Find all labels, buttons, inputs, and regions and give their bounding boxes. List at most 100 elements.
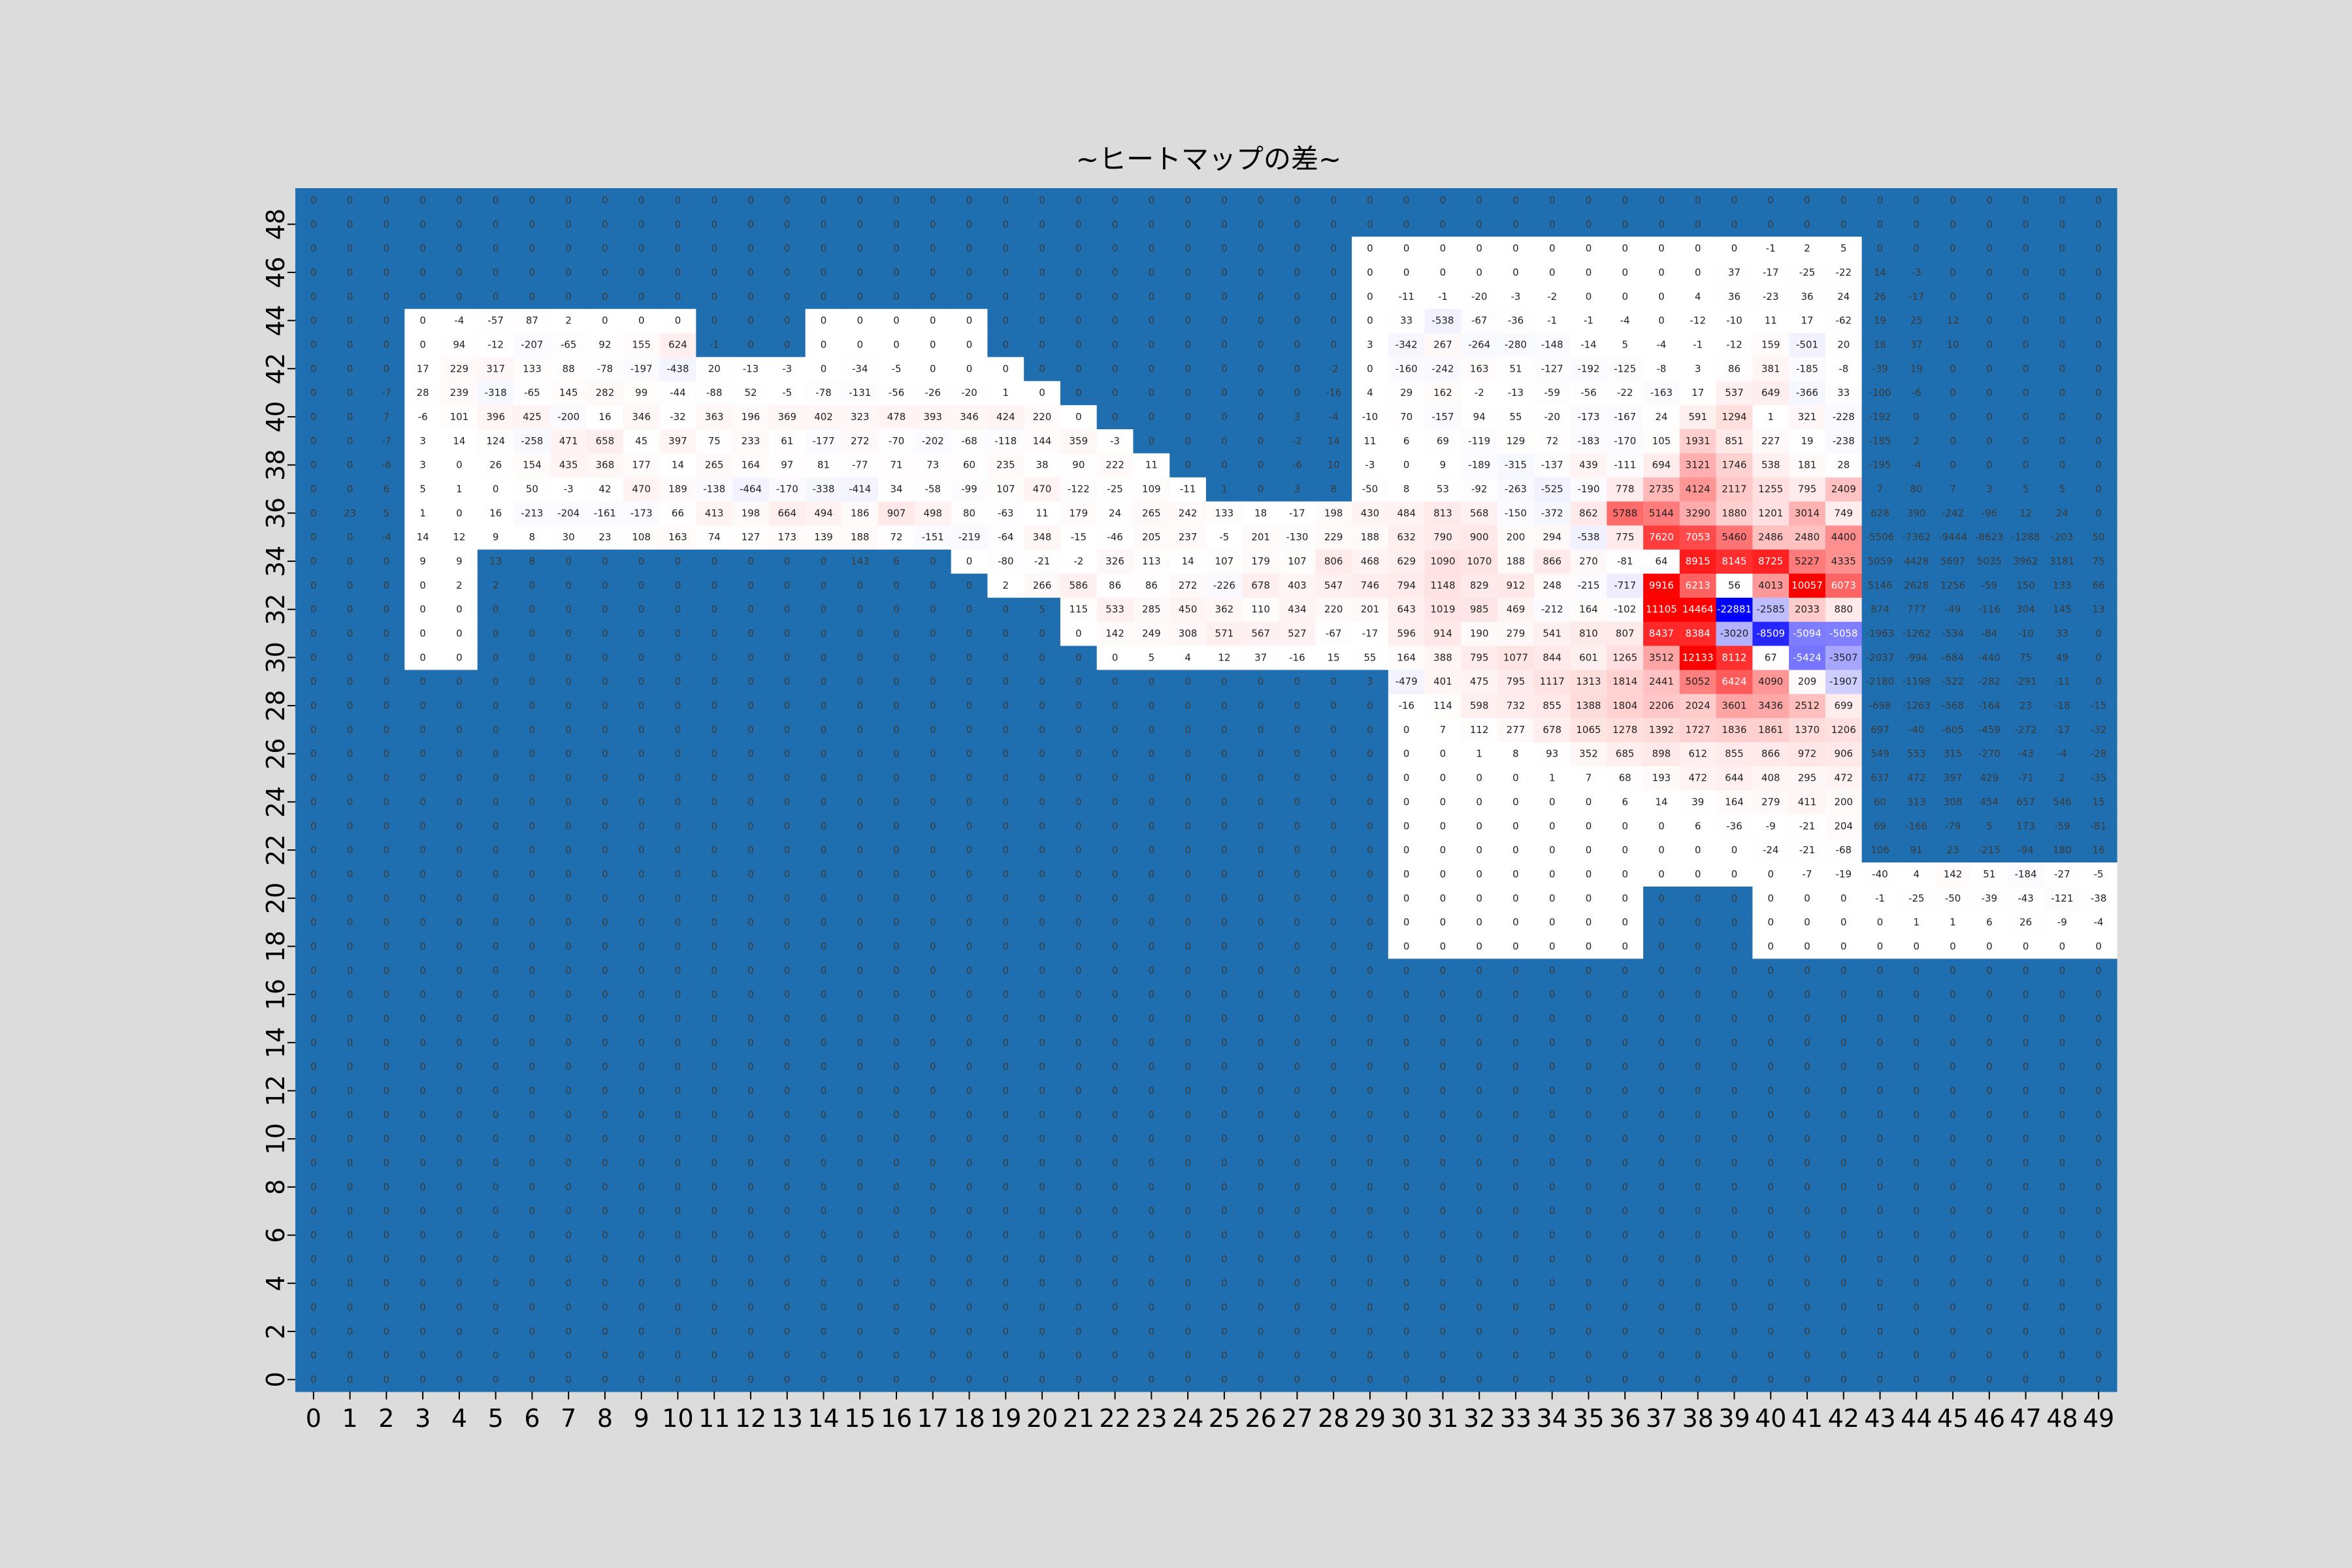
cell-value-label: 0: [711, 844, 717, 856]
heatmap-cell: [1533, 982, 1571, 1007]
cell-value-label: 1: [1221, 483, 1228, 495]
heatmap-cell: [441, 1006, 478, 1031]
heatmap-cell: [2044, 1319, 2081, 1344]
heatmap-cell: [550, 1030, 587, 1055]
cell-value-label: 3181: [2050, 555, 2074, 567]
heatmap-cell: [1352, 813, 1389, 839]
cell-value-label: 0: [1804, 917, 1810, 928]
cell-value-label: 0: [1039, 676, 1045, 687]
heatmap-cell: [514, 862, 551, 887]
heatmap-cell: [1133, 838, 1170, 863]
cell-value-label: 0: [747, 267, 754, 278]
heatmap-cell: [951, 910, 988, 935]
heatmap-cell: [914, 1079, 952, 1103]
heatmap-cell: [1679, 766, 1717, 791]
cell-value-label: 0: [1039, 988, 1045, 1000]
heatmap-cell: [1424, 742, 1462, 766]
heatmap-cell: [1096, 1199, 1134, 1224]
cell-value-label: 0: [966, 1301, 973, 1313]
heatmap-cell: [951, 1319, 988, 1344]
heatmap-cell: [1424, 1319, 1462, 1344]
heatmap-cell: [1497, 742, 1535, 766]
heatmap-cell: [2044, 1030, 2081, 1055]
cell-value-label: 0: [1003, 1301, 1009, 1313]
cell-value-label: 0: [930, 651, 936, 663]
cell-value-label: 0: [1330, 338, 1337, 350]
cell-value-label: 0: [1039, 387, 1045, 399]
heatmap-cell: [1752, 958, 1789, 983]
cell-value-label: 912: [1507, 580, 1526, 591]
cell-value-label: 55: [1509, 411, 1522, 423]
cell-value-label: 0: [1695, 1013, 1701, 1024]
cell-value-label: 549: [1870, 748, 1889, 760]
heatmap-cell: [1279, 1054, 1316, 1079]
heatmap-cell: [587, 982, 624, 1007]
cell-value-label: 0: [930, 748, 936, 760]
cell-value-label: 678: [1543, 724, 1561, 736]
cell-value-label: 0: [893, 242, 900, 254]
heatmap-cell: [404, 910, 442, 935]
cell-value-label: 0: [1184, 988, 1191, 1000]
cell-value-label: 0: [1731, 1230, 1738, 1241]
cell-value-label: 154: [523, 459, 542, 471]
cell-value-label: 0: [1112, 748, 1119, 760]
cell-value-label: 0: [347, 1061, 353, 1073]
cell-value-label: 0: [1549, 1085, 1556, 1097]
cell-value-label: -17: [1908, 291, 1925, 302]
heatmap-cell: [1024, 862, 1061, 887]
cell-value-label: 0: [930, 1037, 936, 1049]
heatmap-cell: [1133, 1343, 1170, 1368]
cell-value-label: 313: [1907, 796, 1926, 808]
cell-value-label: 270: [1579, 555, 1598, 567]
heatmap-cell: [587, 1343, 624, 1368]
cell-value-label: 0: [602, 242, 608, 254]
heatmap-cell: [2044, 910, 2081, 935]
cell-value-label: 8112: [1722, 651, 1746, 663]
cell-value-label: 20: [1837, 338, 1850, 350]
heatmap-cell: [1898, 1367, 1935, 1392]
cell-value-label: 0: [384, 1085, 390, 1097]
cell-value-label: 10: [1328, 459, 1340, 471]
heatmap-cell: [514, 790, 551, 815]
cell-value-label: 0: [784, 940, 791, 952]
heatmap-cell: [441, 1151, 478, 1176]
cell-value-label: 0: [2023, 194, 2029, 206]
cell-value-label: 0: [893, 651, 900, 663]
cell-value-label: -102: [1614, 604, 1636, 615]
cell-value-label: 0: [529, 868, 536, 880]
heatmap-cell: [1388, 886, 1426, 911]
cell-value-label: 0: [1731, 194, 1738, 206]
cell-value-label: -32: [2091, 724, 2107, 736]
cell-value-label: 0: [419, 820, 426, 832]
heatmap-cell: [1861, 1030, 1899, 1055]
cell-value-label: 0: [1586, 844, 1592, 856]
cell-value-label: 0: [747, 676, 754, 687]
heatmap-cell: [1133, 766, 1170, 791]
cell-value-label: 4400: [1831, 531, 1856, 543]
cell-value-label: 0: [821, 218, 827, 230]
cell-value-label: 0: [1549, 242, 1556, 254]
cell-value-label: 0: [966, 315, 973, 327]
cell-value-label: 14: [1874, 267, 1886, 278]
heatmap-cell: [1242, 958, 1280, 983]
cell-value-label: 0: [310, 555, 317, 567]
cell-value-label: 0: [1440, 892, 1446, 904]
cell-value-label: 0: [821, 338, 827, 350]
heatmap-cell: [2080, 1102, 2117, 1128]
heatmap-cell: [623, 1102, 661, 1128]
cell-value-label: 362: [1215, 604, 1234, 615]
cell-value-label: 478: [887, 411, 906, 423]
cell-value-label: 0: [1112, 1037, 1119, 1049]
cell-value-label: 0: [1950, 988, 1956, 1000]
cell-value-label: 2033: [1795, 604, 1820, 615]
cell-value-label: 2: [1914, 435, 1920, 447]
cell-value-label: 0: [638, 242, 645, 254]
cell-value-label: 0: [1003, 1374, 1009, 1386]
heatmap-cell: [2007, 1054, 2045, 1079]
cell-value-label: 0: [1003, 338, 1009, 350]
heatmap-cell: [2044, 790, 2081, 815]
cell-value-label: 0: [1221, 1374, 1228, 1386]
heatmap-cell: [1206, 958, 1243, 983]
heatmap-cell: [768, 742, 806, 766]
heatmap-cell: [1643, 982, 1680, 1007]
